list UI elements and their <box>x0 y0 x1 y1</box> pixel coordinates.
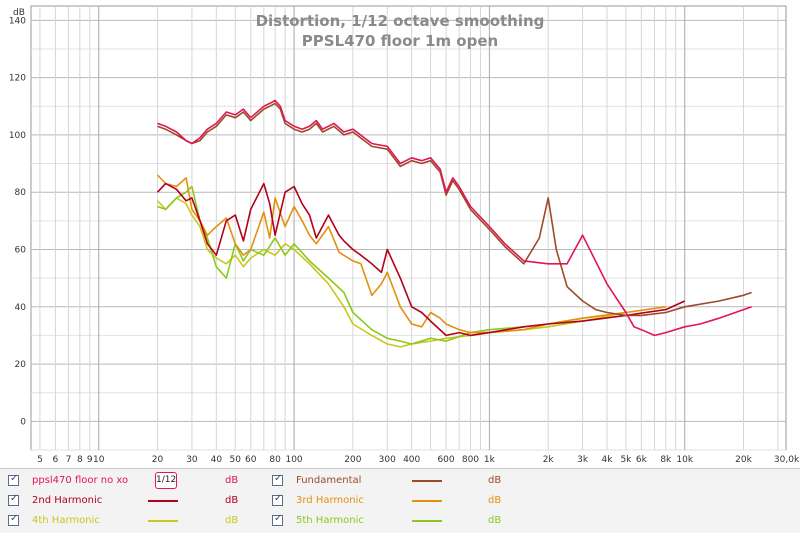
x-tick-label: 20 <box>152 455 164 465</box>
x-tick-label: 9 <box>87 455 93 465</box>
legend-label: 2nd Harmonic <box>32 495 103 506</box>
x-tick-label: 30 <box>186 455 198 465</box>
legend-unit: dB <box>488 515 502 526</box>
checkbox-icon[interactable] <box>272 493 283 506</box>
x-tick-label: 600 <box>437 455 454 465</box>
checkbox-icon[interactable] <box>272 473 283 486</box>
y-tick-label: 140 <box>9 16 26 26</box>
x-tick-label: 100 <box>285 455 302 465</box>
x-tick-label: 50 <box>230 455 242 465</box>
checkbox-icon[interactable] <box>272 513 283 526</box>
legend-panel: ppsl470 floor no xo 1/12 dB Fundamental … <box>0 468 800 533</box>
x-tick-label: 20k <box>735 455 752 465</box>
chart-subtitle: PPSL470 floor 1m open <box>302 32 498 50</box>
distortion-chart: 0 20 40 60 80 100 120 140 dB 5 6 7 8 9 10 20 30 40 50 60 80 1… <box>9 5 800 465</box>
y-tick-label: 100 <box>9 131 26 141</box>
x-tick-label: 8k <box>660 455 672 465</box>
y-tick-label: 120 <box>9 74 26 84</box>
legend-unit: dB <box>488 475 502 486</box>
legend-line-swatch <box>412 500 442 502</box>
legend-row-1: ppsl470 floor no xo 1/12 dB Fundamental … <box>0 471 800 491</box>
legend-row-2: 2nd Harmonic dB 3rd Harmonic dB <box>0 491 800 511</box>
x-tick-label: 60 <box>245 455 257 465</box>
legend-label: Fundamental <box>296 475 362 486</box>
legend-line-swatch <box>412 480 442 482</box>
x-tick-label: 80 <box>269 455 281 465</box>
y-tick-label: 40 <box>15 303 27 313</box>
y-tick-label: 60 <box>15 245 27 255</box>
legend-unit: dB <box>225 515 239 526</box>
legend-entry-ppsl470[interactable]: ppsl470 floor no xo 1/12 dB <box>8 471 270 491</box>
series-line-fundamental <box>157 102 752 317</box>
x-tick-label: 6 <box>53 455 59 465</box>
x-tick-label: 7 <box>66 455 72 465</box>
chart-title: Distortion, 1/12 octave smoothing <box>256 12 545 30</box>
legend-line-swatch <box>412 520 442 522</box>
legend-label: ppsl470 floor no xo <box>32 475 129 486</box>
y-axis-label: dB <box>13 8 25 18</box>
x-tick-label: 400 <box>403 455 420 465</box>
y-tick-label: 0 <box>20 417 26 427</box>
legend-unit: dB <box>488 495 502 506</box>
legend-entry-4th-harmonic[interactable]: 4th Harmonic dB <box>8 511 270 531</box>
y-tick-label: 80 <box>15 188 27 198</box>
checkbox-icon[interactable] <box>8 513 19 526</box>
x-tick-label: 6k <box>636 455 648 465</box>
checkbox-icon[interactable] <box>8 473 19 486</box>
checkbox-icon[interactable] <box>8 493 19 506</box>
legend-label: 4th Harmonic <box>32 515 100 526</box>
smoothing-button[interactable]: 1/12 <box>155 472 177 489</box>
legend-label: 3rd Harmonic <box>296 495 364 506</box>
x-tick-label: 5 <box>37 455 43 465</box>
legend-unit: dB <box>225 475 239 486</box>
legend-line-swatch <box>148 500 178 502</box>
legend-line-swatch <box>148 520 178 522</box>
x-tick-label: 10k <box>676 455 693 465</box>
series-line-ppsl470-floor-no-xo <box>157 99 752 337</box>
legend-label: 5th Harmonic <box>296 515 364 526</box>
x-tick-label: 2k <box>543 455 555 465</box>
legend-entry-5th-harmonic[interactable]: 5th Harmonic dB <box>272 511 792 531</box>
x-tick-label: 800 <box>462 455 479 465</box>
x-tick-label: 4k <box>602 455 614 465</box>
x-tick-label: 40 <box>211 455 223 465</box>
x-tick-label: 1k <box>484 455 496 465</box>
series-line-4th-harmonic <box>156 197 627 348</box>
series-line-3rd-harmonic <box>156 174 666 334</box>
x-tick-label: 300 <box>379 455 396 465</box>
legend-unit: dB <box>225 495 239 506</box>
legend-entry-3rd-harmonic[interactable]: 3rd Harmonic dB <box>272 491 792 511</box>
x-tick-label: 8 <box>77 455 83 465</box>
series-line-2nd-harmonic <box>156 182 686 337</box>
plot-frame <box>30 5 787 451</box>
x-tick-label: 3k <box>577 455 589 465</box>
legend-entry-fundamental[interactable]: Fundamental dB <box>272 471 792 491</box>
legend-row-3: 4th Harmonic dB 5th Harmonic dB <box>0 511 800 531</box>
x-tick-label: 5k <box>620 455 632 465</box>
legend-entry-2nd-harmonic[interactable]: 2nd Harmonic dB <box>8 491 270 511</box>
x-tick-label: 30,0k Hz <box>774 455 800 465</box>
x-tick-label: 10 <box>93 455 105 465</box>
x-tick-label: 200 <box>344 455 361 465</box>
y-tick-label: 20 <box>15 360 27 370</box>
